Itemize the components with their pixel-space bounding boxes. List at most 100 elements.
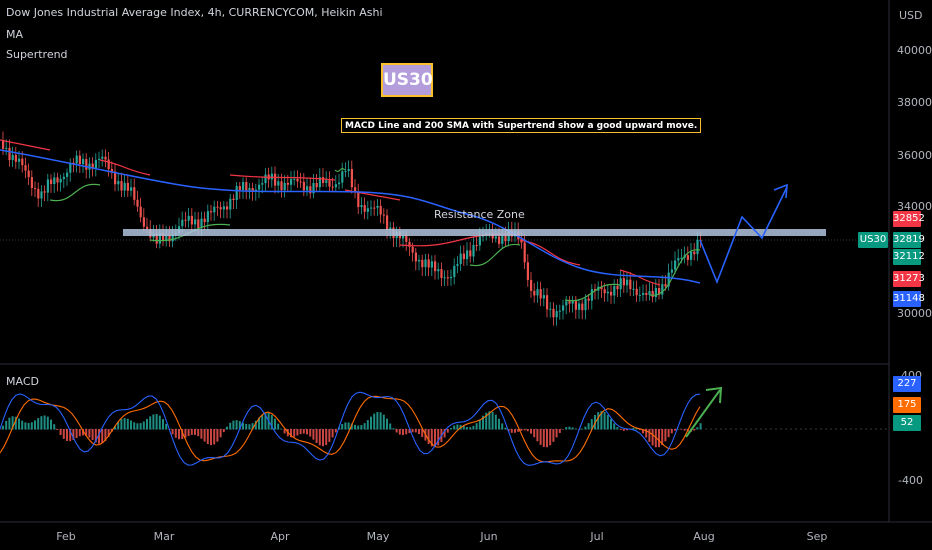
macd-histogram-bar [27, 423, 30, 430]
macd-histogram-bar [331, 429, 334, 438]
macd-histogram-bar [302, 429, 305, 434]
macd-histogram-bar [120, 419, 123, 430]
candle-body [302, 181, 305, 191]
candle-body [632, 288, 635, 290]
macd-histogram-bar [600, 411, 603, 430]
macd-histogram-bar [158, 415, 161, 430]
price-tag-32819: 32819 [893, 232, 925, 248]
macd-histogram-bar [136, 423, 139, 430]
macd-histogram-bar [482, 415, 484, 430]
candle-body [53, 177, 56, 185]
macd-histogram-bar [104, 429, 107, 442]
macd-histogram-bar [642, 429, 644, 434]
candle-body [286, 182, 289, 185]
macd-histogram-bar [325, 429, 328, 446]
macd-histogram-bar [510, 429, 513, 433]
macd-tag-52: 52 [893, 415, 921, 431]
candle-body [376, 205, 379, 208]
macd-histogram-bar [98, 429, 100, 444]
candle-body [341, 171, 344, 183]
candle-body [696, 239, 699, 255]
macd-histogram-bar [523, 429, 526, 431]
macd-histogram-bar [664, 429, 667, 442]
macd-histogram-bar [574, 428, 577, 430]
macd-histogram-bar [254, 420, 257, 430]
macd-histogram-bar [165, 423, 168, 430]
macd-histogram-bar [117, 421, 120, 430]
candle-body [690, 251, 693, 260]
macd-label[interactable]: MACD [6, 375, 39, 388]
candle-body [459, 253, 462, 265]
candle-body [472, 245, 475, 257]
candle-body [344, 170, 347, 172]
candle-body [494, 236, 497, 239]
macd-histogram-bar [312, 429, 315, 440]
macd-histogram-bar [133, 422, 136, 430]
macd-histogram-bar [549, 429, 552, 446]
candle-body [677, 257, 680, 261]
macd-histogram-bar [581, 428, 584, 430]
macd-histogram-bar [126, 418, 129, 430]
macd-histogram-bar [270, 414, 273, 430]
candle-body [414, 252, 417, 262]
candle-body [34, 188, 37, 190]
candle-body [424, 259, 427, 268]
macd-histogram-bar [619, 429, 622, 430]
macd-histogram-bar [699, 423, 702, 430]
candle-body [264, 174, 267, 184]
macd-histogram-bar [229, 422, 232, 430]
candle-body [366, 208, 369, 212]
candle-body [574, 300, 577, 310]
price-tag-31273: 31273 [893, 271, 925, 287]
macd-histogram-bar [187, 429, 190, 437]
candle-body [82, 159, 85, 165]
candle-body [232, 198, 235, 200]
macd-histogram-bar [446, 429, 449, 433]
us30-badge: US30 [381, 63, 433, 97]
macd-histogram-bar [200, 429, 203, 439]
macd-histogram-bar [651, 429, 654, 446]
macd-histogram-bar [142, 421, 145, 430]
ma-line [0, 149, 701, 284]
candle-body [245, 182, 248, 191]
time-label-jul: Jul [590, 530, 604, 543]
candle-body [616, 285, 619, 290]
macd-histogram-bar [571, 427, 574, 430]
macd-histogram-bar [53, 424, 56, 430]
candle-body [40, 191, 43, 199]
macd-histogram-bar [536, 429, 539, 442]
candle-body [120, 181, 123, 191]
candle-body [590, 289, 593, 301]
macd-histogram-bar [299, 429, 302, 435]
candle-body [101, 156, 104, 159]
candle-body [552, 308, 555, 318]
legend-supertrend[interactable]: Supertrend [6, 48, 68, 61]
price-tag-32112: 32112 [893, 249, 925, 265]
candle-body [434, 261, 437, 272]
candle-body [110, 169, 113, 172]
candle-body [88, 163, 91, 170]
candle-body [584, 298, 587, 311]
supertrend-line [564, 283, 621, 302]
macd-histogram-bar [568, 426, 571, 430]
candle-body [197, 219, 200, 229]
macd-histogram-bar [72, 429, 75, 440]
candle-body [619, 278, 622, 290]
candle-body [75, 155, 78, 164]
candle-body [46, 179, 49, 193]
candle-body [370, 207, 373, 209]
candle-body [187, 215, 190, 221]
macd-histogram-bar [34, 420, 36, 430]
macd-histogram-bar [613, 423, 616, 430]
supertrend-line [49, 183, 101, 202]
candle-body [18, 158, 21, 162]
macd-histogram-bar [184, 429, 187, 438]
candle-body [347, 168, 350, 171]
currency-label: USD [899, 9, 923, 22]
chart-title: Dow Jones Industrial Average Index, 4h, … [6, 6, 383, 19]
candle-body [635, 288, 638, 296]
macd-histogram-bar [152, 414, 155, 430]
macd-histogram-bar [43, 415, 46, 430]
legend-ma[interactable]: MA [6, 28, 24, 41]
